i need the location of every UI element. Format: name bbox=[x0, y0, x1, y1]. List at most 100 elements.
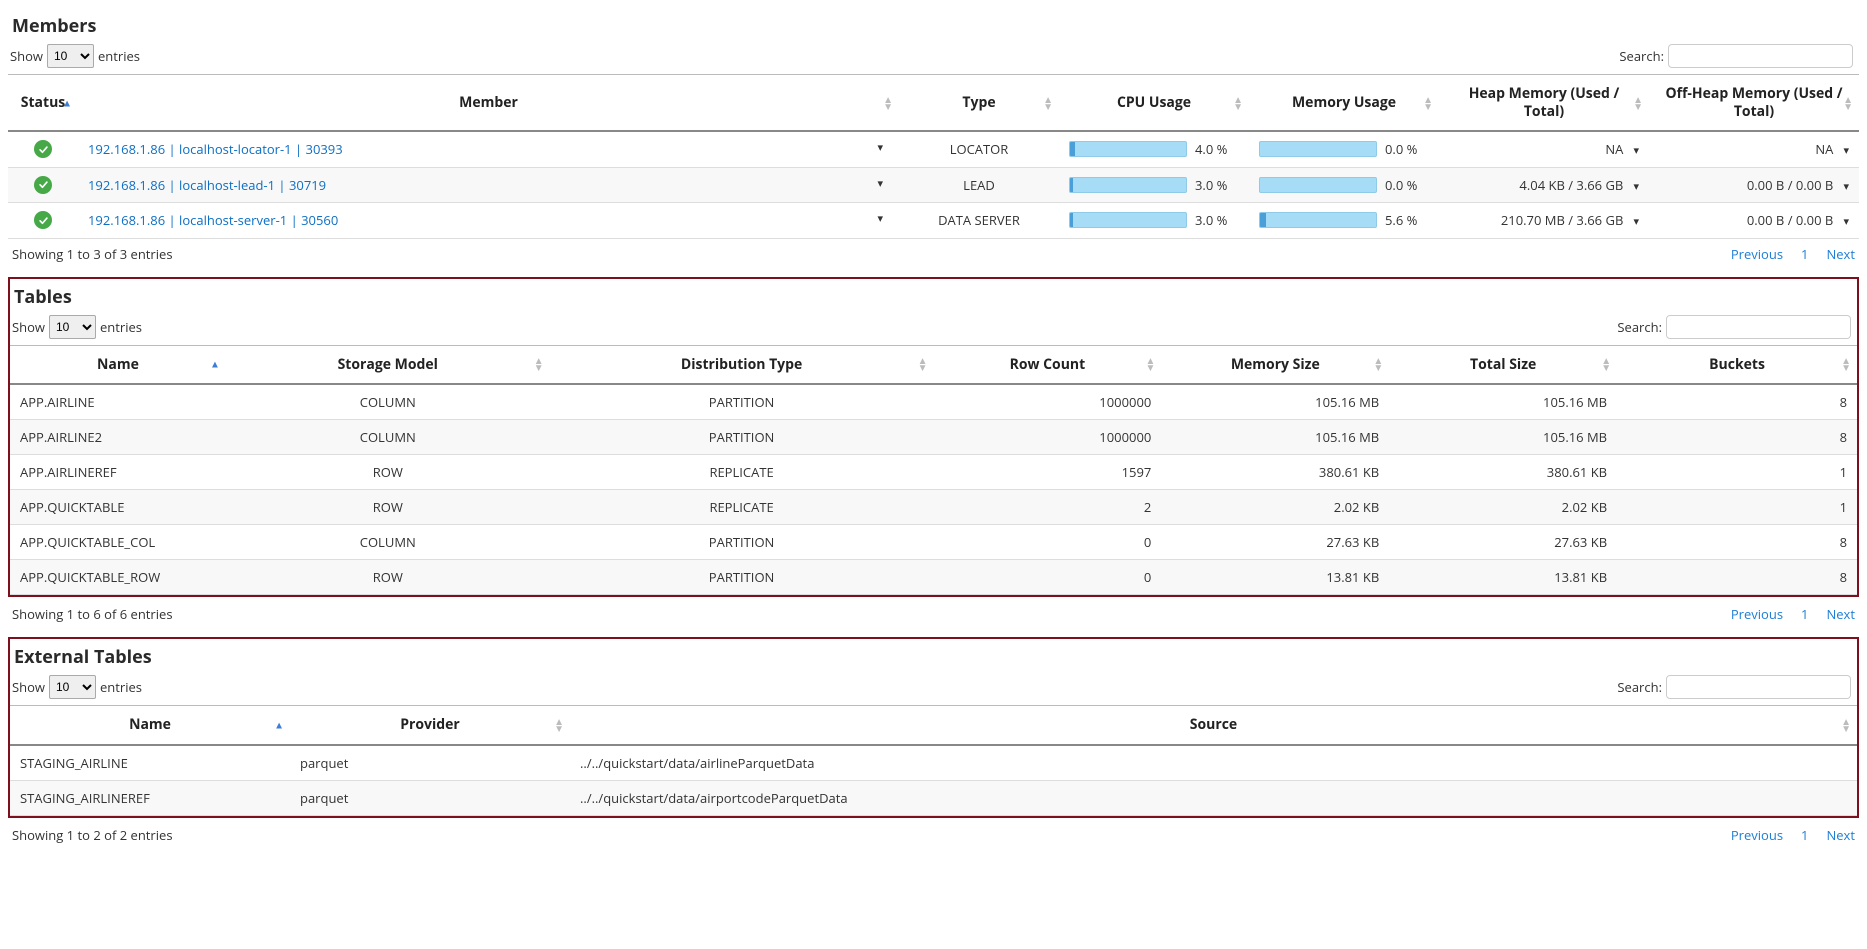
tables-page-length-select[interactable]: 102550100 bbox=[49, 315, 96, 339]
row-count: 0 bbox=[933, 560, 1161, 595]
total-size: 27.63 KB bbox=[1389, 525, 1617, 560]
pager-next[interactable]: Next bbox=[1826, 605, 1855, 623]
members-controls: Show 102550100 entries Search: bbox=[8, 42, 1859, 74]
external-footer: Showing 1 to 2 of 2 entries Previous 1 N… bbox=[8, 820, 1859, 854]
entries-label: entries bbox=[100, 318, 142, 336]
col-source[interactable]: Source bbox=[570, 706, 1857, 745]
chevron-down-icon[interactable]: ▾ bbox=[877, 176, 883, 191]
storage-model: COLUMN bbox=[226, 384, 550, 420]
col-status[interactable]: Status▲ bbox=[8, 75, 78, 132]
members-page-length-select[interactable]: 102550100 bbox=[47, 44, 94, 68]
col-heap[interactable]: Heap Memory (Used / Total) bbox=[1439, 75, 1649, 132]
col-cpu[interactable]: CPU Usage bbox=[1059, 75, 1249, 132]
distribution-type: PARTITION bbox=[550, 420, 934, 455]
pager-next[interactable]: Next bbox=[1826, 245, 1855, 263]
external-info: Showing 1 to 2 of 2 entries bbox=[12, 826, 173, 844]
member-link[interactable]: 192.168.1.86 | localhost-lead-1 | 30719 bbox=[88, 176, 326, 194]
storage-model: ROW bbox=[226, 490, 550, 525]
pager-page-1[interactable]: 1 bbox=[1801, 605, 1808, 623]
offheap-value: NA ▾ bbox=[1649, 131, 1859, 167]
col-mem[interactable]: Memory Usage bbox=[1249, 75, 1439, 132]
chevron-down-icon[interactable]: ▾ bbox=[877, 140, 883, 155]
tables-table: Name▲ Storage Model Distribution Type Ro… bbox=[10, 345, 1857, 596]
percent-label: 0.0 % bbox=[1385, 140, 1429, 158]
member-link[interactable]: 192.168.1.86 | localhost-server-1 | 3056… bbox=[88, 211, 338, 229]
table-row: 192.168.1.86 | localhost-locator-1 | 303… bbox=[8, 131, 1859, 167]
col-buckets[interactable]: Buckets bbox=[1617, 345, 1857, 384]
pager-previous[interactable]: Previous bbox=[1731, 826, 1783, 844]
chevron-down-icon[interactable]: ▾ bbox=[1843, 143, 1849, 158]
col-totalsize[interactable]: Total Size bbox=[1389, 345, 1617, 384]
col-dist[interactable]: Distribution Type bbox=[550, 345, 934, 384]
buckets: 8 bbox=[1617, 384, 1857, 420]
external-source: ../../quickstart/data/airportcodeParquet… bbox=[570, 780, 1857, 815]
table-row: STAGING_AIRLINEparquet../../quickstart/d… bbox=[10, 745, 1857, 781]
external-page-length-select[interactable]: 102550100 bbox=[49, 675, 96, 699]
members-search-input[interactable] bbox=[1668, 44, 1853, 68]
table-row: STAGING_AIRLINEREFparquet../../quickstar… bbox=[10, 780, 1857, 815]
pager-previous[interactable]: Previous bbox=[1731, 245, 1783, 263]
pager-previous[interactable]: Previous bbox=[1731, 605, 1783, 623]
heap-value: 4.04 KB / 3.66 GB ▾ bbox=[1439, 167, 1649, 203]
percent-label: 3.0 % bbox=[1195, 176, 1239, 194]
chevron-down-icon[interactable]: ▾ bbox=[1633, 179, 1639, 194]
col-rowcount[interactable]: Row Count bbox=[933, 345, 1161, 384]
total-size: 105.16 MB bbox=[1389, 384, 1617, 420]
table-name: APP.AIRLINEREF bbox=[10, 455, 226, 490]
external-provider: parquet bbox=[290, 745, 570, 781]
tables-footer: Showing 1 to 6 of 6 entries Previous 1 N… bbox=[8, 599, 1859, 633]
status-ok-icon bbox=[34, 176, 52, 194]
entries-label: entries bbox=[98, 47, 140, 65]
row-count: 1000000 bbox=[933, 384, 1161, 420]
memory-size: 2.02 KB bbox=[1161, 490, 1389, 525]
col-provider[interactable]: Provider bbox=[290, 706, 570, 745]
row-count: 1000000 bbox=[933, 420, 1161, 455]
external-pager: Previous 1 Next bbox=[1731, 826, 1855, 844]
offheap-value: 0.00 B / 0.00 B ▾ bbox=[1649, 167, 1859, 203]
col-name[interactable]: Name▲ bbox=[10, 345, 226, 384]
table-name: APP.QUICKTABLE_COL bbox=[10, 525, 226, 560]
table-row: APP.QUICKTABLE_ROWROWPARTITION013.81 KB1… bbox=[10, 560, 1857, 595]
percent-label: 3.0 % bbox=[1195, 211, 1239, 229]
chevron-down-icon[interactable]: ▾ bbox=[1843, 179, 1849, 194]
heap-value: 210.70 MB / 3.66 GB ▾ bbox=[1439, 203, 1649, 239]
table-name: APP.QUICKTABLE bbox=[10, 490, 226, 525]
table-row: APP.QUICKTABLE_COLCOLUMNPARTITION027.63 … bbox=[10, 525, 1857, 560]
show-label: Show bbox=[10, 47, 43, 65]
buckets: 1 bbox=[1617, 490, 1857, 525]
col-type[interactable]: Type bbox=[899, 75, 1059, 132]
external-search-input[interactable] bbox=[1666, 675, 1851, 699]
col-name[interactable]: Name▲ bbox=[10, 706, 290, 745]
col-memsize[interactable]: Memory Size bbox=[1161, 345, 1389, 384]
chevron-down-icon[interactable]: ▾ bbox=[877, 211, 883, 226]
buckets: 8 bbox=[1617, 560, 1857, 595]
tables-search-input[interactable] bbox=[1666, 315, 1851, 339]
chevron-down-icon[interactable]: ▾ bbox=[1633, 143, 1639, 158]
buckets: 8 bbox=[1617, 525, 1857, 560]
chevron-down-icon[interactable]: ▾ bbox=[1633, 214, 1639, 229]
member-type: LOCATOR bbox=[899, 131, 1059, 167]
pager-page-1[interactable]: 1 bbox=[1801, 826, 1808, 844]
col-offheap[interactable]: Off-Heap Memory (Used / Total) bbox=[1649, 75, 1859, 132]
total-size: 13.81 KB bbox=[1389, 560, 1617, 595]
members-footer: Showing 1 to 3 of 3 entries Previous 1 N… bbox=[8, 239, 1859, 273]
pager-next[interactable]: Next bbox=[1826, 826, 1855, 844]
external-table: Name▲ Provider Source STAGING_AIRLINEpar… bbox=[10, 705, 1857, 816]
table-name: APP.QUICKTABLE_ROW bbox=[10, 560, 226, 595]
buckets: 8 bbox=[1617, 420, 1857, 455]
distribution-type: REPLICATE bbox=[550, 490, 934, 525]
distribution-type: PARTITION bbox=[550, 560, 934, 595]
distribution-type: REPLICATE bbox=[550, 455, 934, 490]
member-type: DATA SERVER bbox=[899, 203, 1059, 239]
table-name: APP.AIRLINE bbox=[10, 384, 226, 420]
entries-label: entries bbox=[100, 678, 142, 696]
external-name: STAGING_AIRLINE bbox=[10, 745, 290, 781]
tables-section: Tables Show 102550100 entries Search: Na… bbox=[8, 277, 1859, 598]
row-count: 2 bbox=[933, 490, 1161, 525]
member-link[interactable]: 192.168.1.86 | localhost-locator-1 | 303… bbox=[88, 140, 343, 158]
pager-page-1[interactable]: 1 bbox=[1801, 245, 1808, 263]
col-storage[interactable]: Storage Model bbox=[226, 345, 550, 384]
chevron-down-icon[interactable]: ▾ bbox=[1843, 214, 1849, 229]
col-member[interactable]: Member bbox=[78, 75, 899, 132]
members-title: Members bbox=[8, 8, 1859, 42]
